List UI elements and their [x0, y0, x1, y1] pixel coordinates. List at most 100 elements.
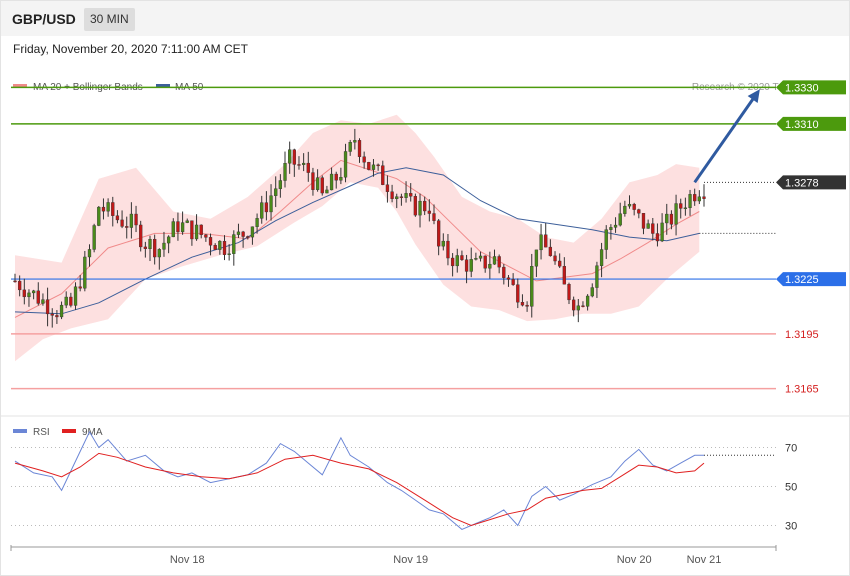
candle-body	[18, 280, 22, 291]
candle-body	[572, 299, 576, 311]
candle-body	[427, 210, 431, 214]
bollinger-band	[15, 114, 700, 362]
candle-body	[194, 224, 199, 240]
candle-body	[702, 196, 706, 199]
candle-body	[232, 234, 236, 254]
candle-body	[246, 236, 250, 238]
current-price-tag	[776, 175, 846, 190]
candle-body	[83, 256, 87, 289]
candle-body	[553, 255, 557, 262]
candle-body	[488, 263, 492, 269]
candle-body	[478, 255, 483, 259]
candle-body	[455, 255, 459, 267]
candle-body	[637, 209, 641, 214]
candle-body	[502, 266, 506, 278]
candle-body	[516, 284, 520, 303]
candle-body	[627, 203, 632, 207]
candle-body	[78, 286, 82, 289]
candle-body	[464, 259, 469, 272]
time-tick-label: Nov 18	[170, 554, 205, 566]
support-label: 1.3165	[785, 384, 819, 396]
candle-body	[236, 231, 241, 235]
candle-body	[511, 279, 515, 285]
candle-body	[446, 240, 450, 259]
candle-body	[241, 231, 245, 237]
candle-body	[190, 220, 194, 240]
candle-body	[474, 258, 478, 260]
candle-body	[176, 221, 180, 233]
candle-body	[139, 224, 143, 248]
symbol-label: GBP/USD	[12, 11, 76, 27]
candle-body	[148, 238, 152, 250]
candle-body	[134, 213, 138, 226]
candle-body	[334, 173, 338, 181]
candle-body	[371, 164, 376, 170]
candle-body	[674, 203, 678, 225]
candle-body	[506, 277, 511, 280]
rsi-legend-swatch	[13, 429, 27, 433]
candle-body	[399, 196, 404, 198]
candle-body	[390, 191, 394, 199]
candle-body	[162, 242, 166, 250]
candle-body	[166, 236, 171, 244]
candle-body	[623, 205, 627, 214]
candle-body	[260, 202, 264, 219]
bollinger-band-area	[15, 114, 700, 362]
candle-body	[41, 299, 45, 304]
projection-arrow-head	[747, 89, 760, 104]
rsi-legend-label: RSI	[33, 427, 50, 438]
candle-body	[665, 213, 669, 224]
candle-body	[469, 259, 473, 272]
candle-body	[45, 299, 50, 315]
candle-body	[264, 202, 269, 213]
current-price-label: 1.3278	[785, 177, 819, 189]
candle-body	[204, 234, 208, 238]
candle-body	[632, 203, 636, 210]
candle-body	[548, 246, 553, 257]
candle-body	[69, 296, 73, 306]
candle-body	[562, 266, 566, 285]
candle-body	[576, 305, 580, 311]
candle-body	[497, 256, 501, 268]
candle-body	[129, 213, 134, 228]
candle-body	[339, 177, 343, 181]
candle-body	[539, 234, 543, 251]
rsi-tick-label: 30	[785, 521, 797, 533]
candle-body	[343, 151, 348, 178]
candle-body	[418, 200, 422, 216]
time-tick-label: Nov 21	[687, 554, 722, 566]
header-bar: GBP/USD 30 MIN	[1, 1, 849, 36]
pivot-label: 1.3225	[785, 274, 819, 286]
candle-body	[660, 222, 664, 242]
candle-body	[171, 221, 175, 238]
candle-body	[222, 241, 227, 255]
candle-body	[92, 225, 96, 250]
candle-body	[64, 296, 68, 306]
candle-body	[492, 256, 497, 265]
rsi-ma9-line	[14, 452, 705, 527]
candle-body	[395, 196, 399, 199]
ma20-legend-swatch	[13, 84, 27, 88]
candle-body	[180, 222, 185, 233]
candle-body	[329, 173, 334, 191]
candle-body	[153, 238, 157, 258]
candle-body	[655, 233, 660, 242]
resistance-tag	[776, 80, 846, 95]
candle-body	[208, 237, 213, 246]
candle-body	[376, 164, 380, 167]
timeframe-badge[interactable]: 30 MIN	[84, 8, 135, 31]
candle-body	[311, 172, 315, 190]
candle-body	[544, 234, 548, 248]
candle-body	[115, 215, 120, 221]
candle-body	[325, 189, 329, 194]
datetime-label: Friday, November 20, 2020 7:11:00 AM CET	[13, 42, 249, 56]
candle-body	[27, 292, 31, 298]
candle-body	[227, 253, 231, 255]
candle-body	[357, 140, 362, 157]
candle-body	[301, 162, 306, 165]
candle-body	[450, 257, 455, 267]
candle-body	[36, 290, 40, 304]
candle-body	[120, 219, 124, 227]
candle-body	[288, 149, 292, 164]
